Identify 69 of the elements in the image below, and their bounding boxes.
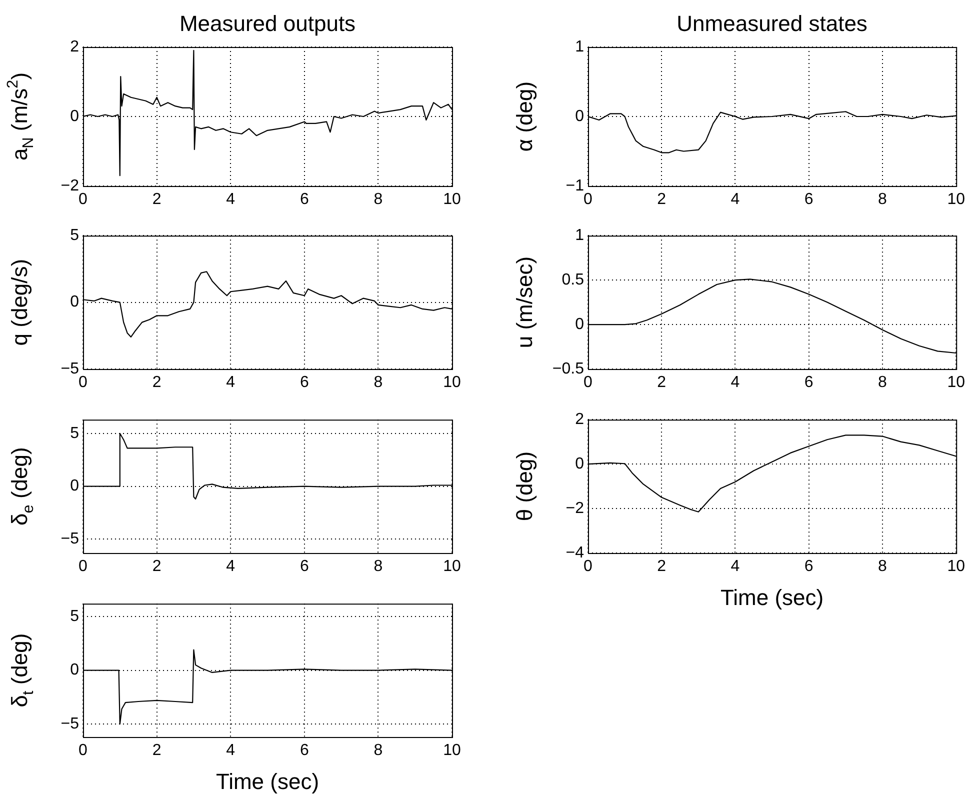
x-tick-label: 6 bbox=[300, 374, 309, 392]
x-tick-label: 2 bbox=[152, 558, 162, 576]
x-tick-label: 4 bbox=[226, 374, 236, 392]
x-tick-label: 4 bbox=[730, 191, 740, 208]
x-tick-label: 10 bbox=[443, 374, 461, 392]
y-axis-title: aN (m/s2) bbox=[4, 72, 37, 161]
y-tick-label: 1 bbox=[575, 38, 584, 56]
x-tick-label: 8 bbox=[878, 191, 888, 208]
x-tick-label: 10 bbox=[947, 374, 966, 392]
x-tick-label: 6 bbox=[804, 191, 814, 208]
x-tick-label: 8 bbox=[878, 374, 888, 392]
y-tick-label: 5 bbox=[70, 227, 80, 244]
x-tick-label: 4 bbox=[730, 558, 740, 576]
x-axis-title: Time (sec) bbox=[720, 585, 824, 610]
x-tick-label: 6 bbox=[804, 374, 814, 392]
x-tick-label: 10 bbox=[443, 742, 461, 760]
y-tick-label: 0 bbox=[575, 108, 584, 125]
y-tick-label: 1 bbox=[575, 227, 584, 244]
x-tick-label: 4 bbox=[226, 742, 236, 760]
y-tick-label: −2 bbox=[60, 177, 80, 194]
x-tick-label: 6 bbox=[300, 558, 309, 576]
chart-title: Unmeasured states bbox=[676, 11, 868, 36]
x-tick-label: 10 bbox=[947, 558, 966, 576]
x-tick-label: 10 bbox=[947, 191, 966, 208]
y-tick-label: −1 bbox=[566, 177, 584, 194]
x-tick-label: 4 bbox=[226, 191, 236, 208]
x-tick-label: 8 bbox=[374, 742, 383, 760]
x-tick-label: 8 bbox=[374, 558, 383, 576]
y-tick-label: 2 bbox=[70, 38, 80, 56]
y-axis-title: q (deg/s) bbox=[7, 258, 32, 346]
y-axis-title: u (m/sec) bbox=[512, 256, 538, 348]
x-tick-label: 6 bbox=[300, 191, 309, 208]
x-tick-label: 8 bbox=[374, 374, 383, 392]
y-tick-label: 0 bbox=[70, 294, 80, 311]
x-tick-label: 10 bbox=[443, 558, 461, 576]
x-tick-label: 8 bbox=[878, 558, 888, 576]
y-tick-label: 0 bbox=[575, 316, 584, 333]
y-tick-label: 0 bbox=[70, 662, 80, 679]
y-tick-label: −5 bbox=[60, 715, 80, 732]
x-tick-label: 2 bbox=[657, 374, 666, 392]
y-axis-title: δt (deg) bbox=[7, 633, 37, 708]
chart-title: Measured outputs bbox=[179, 11, 356, 36]
x-tick-label: 2 bbox=[152, 374, 162, 392]
x-tick-label: 4 bbox=[730, 374, 740, 392]
y-tick-label: 5 bbox=[70, 424, 80, 442]
x-tick-label: 8 bbox=[374, 191, 383, 208]
y-tick-label: −5 bbox=[60, 530, 80, 548]
y-tick-label: 0 bbox=[575, 455, 584, 472]
y-tick-label: 0.5 bbox=[562, 271, 584, 288]
y-tick-label: 0 bbox=[70, 108, 80, 125]
y-tick-label: 0 bbox=[70, 478, 80, 495]
y-tick-label: −4 bbox=[566, 544, 584, 562]
x-tick-label: 2 bbox=[152, 742, 162, 760]
y-axis-title: α (deg) bbox=[512, 81, 538, 152]
y-tick-label: 5 bbox=[70, 608, 80, 625]
y-tick-label: −2 bbox=[566, 500, 584, 517]
y-tick-label: 2 bbox=[575, 411, 584, 428]
x-axis-title: Time (sec) bbox=[216, 769, 320, 794]
y-axis-title: θ (deg) bbox=[512, 451, 538, 522]
x-tick-label: 6 bbox=[804, 558, 814, 576]
x-tick-label: 10 bbox=[443, 191, 461, 208]
x-tick-label: 2 bbox=[657, 558, 666, 576]
y-tick-label: −5 bbox=[60, 360, 80, 378]
x-tick-label: 6 bbox=[300, 742, 309, 760]
y-tick-label: −0.5 bbox=[552, 360, 584, 378]
x-tick-label: 2 bbox=[657, 191, 666, 208]
y-axis-title: δe (deg) bbox=[7, 447, 37, 526]
x-tick-label: 4 bbox=[226, 558, 236, 576]
x-tick-label: 2 bbox=[152, 191, 162, 208]
